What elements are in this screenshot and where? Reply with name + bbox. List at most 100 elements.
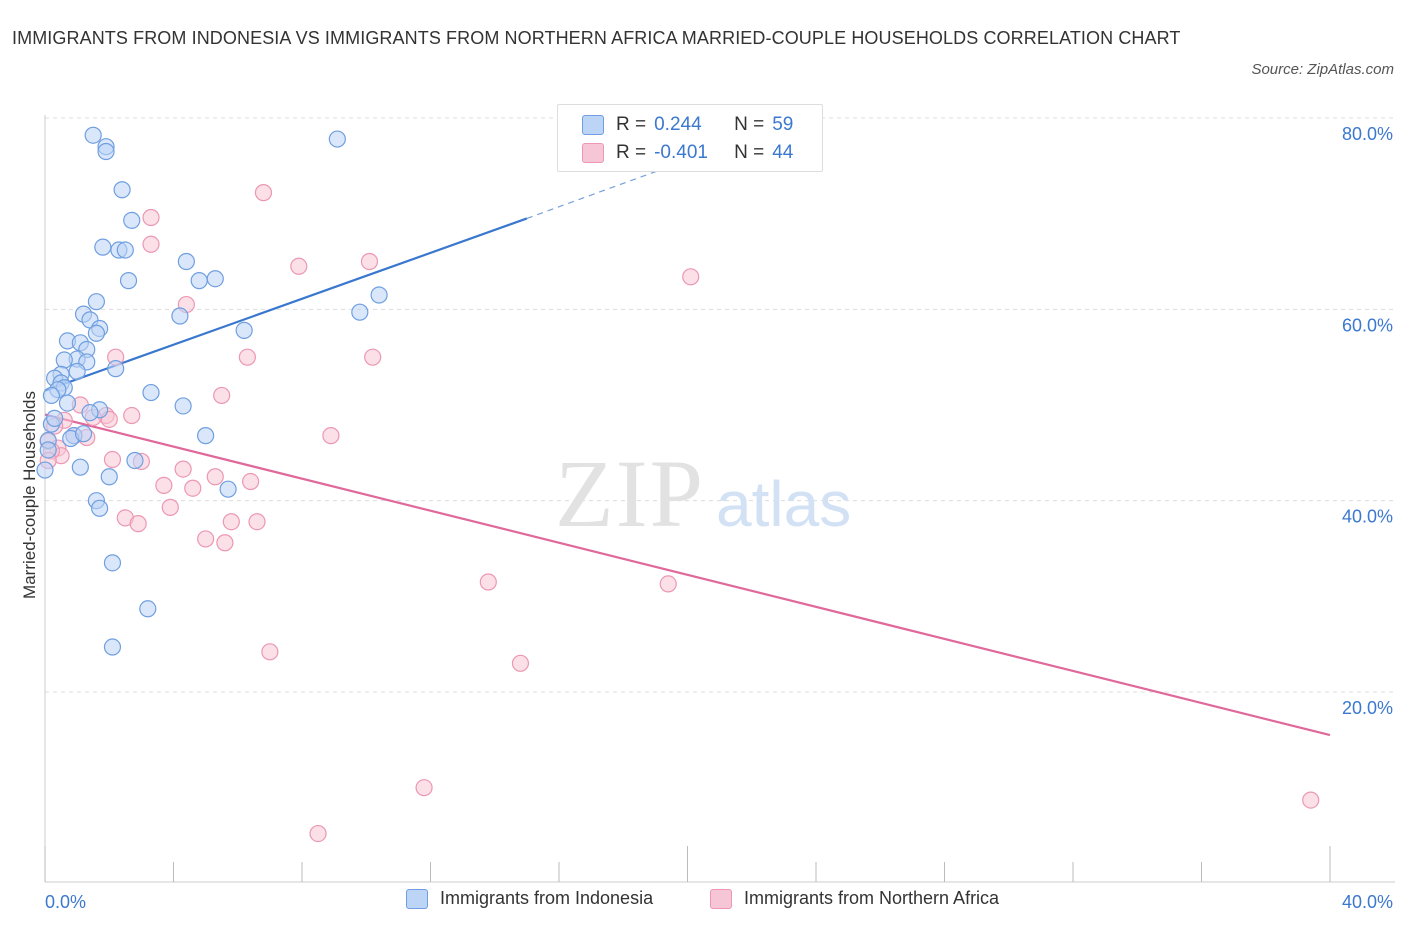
africa-point: [682, 268, 700, 286]
africa-point: [360, 252, 379, 271]
axes: [44, 115, 1395, 883]
r-value-indonesia: 0.244: [654, 114, 702, 135]
legend-swatch-africa: [582, 143, 604, 163]
trend-lines: [44, 112, 1331, 737]
indonesia-point: [71, 458, 89, 476]
africa-point: [254, 184, 273, 202]
africa-point: [309, 824, 327, 843]
africa-point: [1302, 791, 1320, 809]
indonesia-point: [235, 321, 253, 339]
africa-point: [222, 513, 240, 531]
indonesia-point: [94, 238, 112, 256]
africa-point: [197, 530, 215, 548]
indonesia-point: [174, 397, 192, 415]
watermark-atlas: atlas: [716, 468, 851, 540]
n-value-africa: 44: [772, 142, 794, 163]
africa-point: [206, 468, 224, 486]
africa-point: [290, 257, 308, 275]
indonesia-point: [103, 638, 122, 656]
indonesia-point: [370, 286, 388, 304]
indonesia-point: [139, 600, 157, 618]
indonesia-point: [123, 211, 141, 229]
indonesia-point: [206, 270, 224, 288]
indonesia-point: [100, 468, 118, 486]
source-label: Source: ZipAtlas.com: [1251, 61, 1394, 78]
data-points: [36, 126, 1320, 843]
indonesia-point: [39, 441, 57, 459]
chart-title: IMMIGRANTS FROM INDONESIA VS IMMIGRANTS …: [12, 28, 1181, 48]
africa-point: [161, 498, 179, 516]
africa-point: [216, 534, 234, 552]
indonesia-point: [97, 142, 115, 161]
legend-swatch-africa: [710, 888, 732, 909]
watermark: ZIP atlas: [555, 440, 851, 547]
gridlines: [45, 117, 1395, 693]
indonesia-point: [351, 303, 369, 321]
stats-legend-row-indonesia: R = 0.244 N = 59: [582, 113, 793, 137]
indonesia-point: [328, 130, 346, 148]
r-value-africa: -0.401: [654, 142, 708, 163]
x-tick-label: 40.0%: [1342, 892, 1393, 912]
africa-point: [174, 460, 192, 478]
indonesia-point: [142, 383, 160, 402]
watermark-zip: ZIP: [555, 440, 705, 547]
africa-point: [248, 513, 266, 531]
indonesia-point: [87, 293, 106, 311]
africa-point: [155, 476, 173, 494]
africa-point: [511, 654, 530, 672]
africa-point: [142, 235, 160, 253]
africa-point: [415, 779, 433, 797]
africa-point: [479, 573, 497, 591]
africa-point: [659, 575, 677, 593]
indonesia-point: [126, 451, 144, 470]
legend-label-africa: Immigrants from Northern Africa: [744, 888, 1000, 908]
indonesia-point: [107, 360, 125, 378]
africa-point: [123, 406, 141, 425]
indonesia-point: [55, 351, 73, 369]
r-label: R =: [616, 114, 647, 135]
africa-point: [364, 348, 382, 366]
n-value-indonesia: 59: [772, 114, 794, 135]
indonesia-point: [46, 409, 64, 427]
x-tick-label: 0.0%: [45, 892, 86, 912]
indonesia-point: [91, 499, 109, 517]
africa-point: [103, 450, 122, 469]
indonesia-point: [68, 362, 86, 381]
indonesia-point: [42, 386, 61, 405]
legend-item-indonesia[interactable]: Immigrants from Indonesia: [406, 888, 653, 909]
africa-point: [213, 386, 231, 405]
africa-point: [322, 427, 340, 445]
indonesia-point: [84, 126, 102, 144]
indonesia-point: [87, 324, 106, 342]
indonesia-point: [177, 252, 195, 271]
legend-label-indonesia: Immigrants from Indonesia: [440, 888, 654, 908]
legend-swatch-indonesia: [582, 115, 604, 135]
indonesia-point: [74, 425, 93, 443]
africa-point: [184, 479, 202, 497]
trend-line-indonesia: [44, 217, 528, 392]
n-label: N =: [734, 114, 765, 135]
africa-point: [129, 515, 147, 533]
indonesia-point: [197, 427, 215, 445]
indonesia-point: [81, 404, 99, 422]
indonesia-point: [58, 394, 77, 412]
indonesia-point: [171, 307, 189, 325]
africa-point: [261, 643, 279, 661]
legend-swatch-indonesia: [406, 888, 428, 909]
indonesia-point: [190, 272, 208, 290]
africa-point: [238, 348, 256, 366]
indonesia-point: [103, 554, 122, 572]
y-tick-label: 80.0%: [1342, 124, 1393, 144]
indonesia-point: [116, 241, 134, 259]
africa-point: [242, 472, 260, 491]
y-tick-label: 20.0%: [1342, 698, 1393, 718]
y-tick-label: 40.0%: [1342, 507, 1393, 527]
legend-item-africa[interactable]: Immigrants from Northern Africa: [710, 888, 999, 909]
indonesia-point: [36, 461, 54, 479]
africa-point: [142, 208, 160, 227]
trend-line-africa: [44, 413, 1331, 737]
y-tick-label: 60.0%: [1342, 315, 1393, 335]
indonesia-point: [219, 480, 237, 498]
indonesia-point: [119, 272, 138, 290]
stats-legend-row-africa: R = -0.401 N = 44: [582, 141, 793, 165]
